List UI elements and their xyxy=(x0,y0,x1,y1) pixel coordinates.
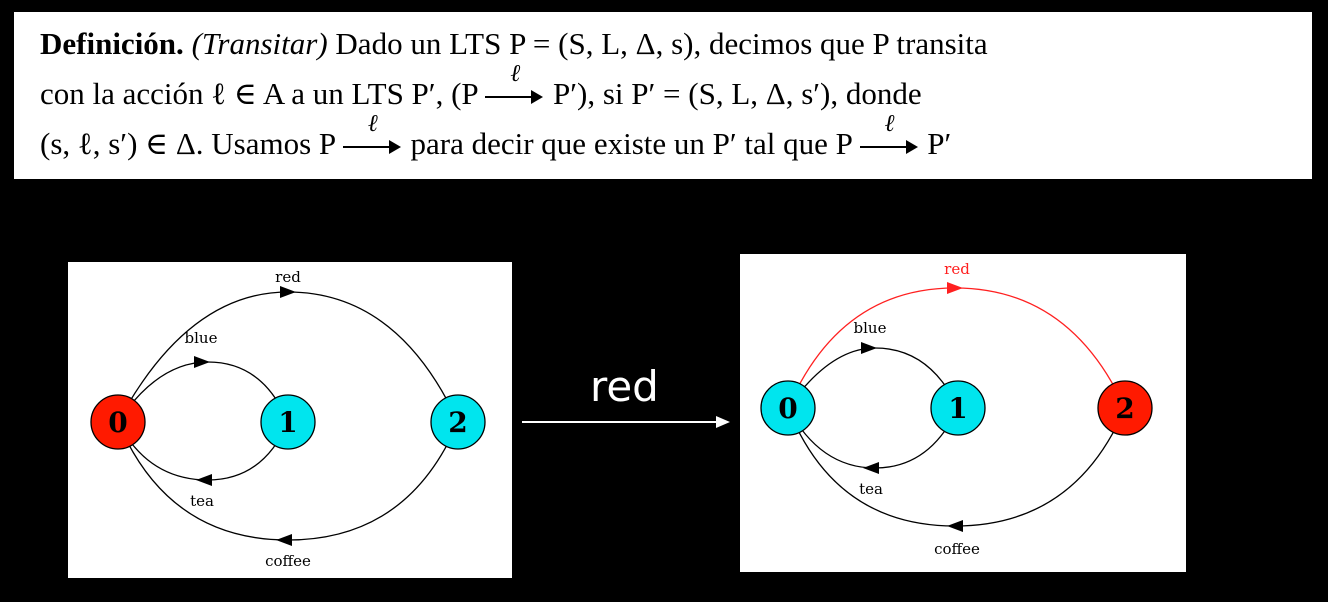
state-1 xyxy=(260,394,316,450)
state-0 xyxy=(760,380,816,436)
state-2 xyxy=(430,394,486,450)
definition-term: (Transitar) xyxy=(191,26,328,61)
transition-arrow-symbol: ℓ xyxy=(342,111,403,157)
state-1-label: 1 xyxy=(948,392,967,425)
definition-line-1: Definición. (Transitar) Dado un LTS P = … xyxy=(40,26,988,62)
state-2-label: 2 xyxy=(448,406,467,439)
definition-line-3: (s, ℓ, s′) ∈ Δ. Usamos P ℓ para decir qu… xyxy=(40,111,952,162)
edge-blue-arrowhead xyxy=(194,356,210,368)
edge-coffee-label: coffee xyxy=(934,540,980,558)
definition-line3-c: P′ xyxy=(927,126,952,161)
definition-line-2: con la acción ℓ ∈ A a un LTS P′, (P ℓ P′… xyxy=(40,61,922,112)
definition-line3-a: (s, ℓ, s′) ∈ Δ. Usamos P xyxy=(40,126,336,161)
state-0-label: 0 xyxy=(778,392,797,425)
edge-tea-label: tea xyxy=(190,492,214,510)
lts-diagram-after: red blue tea coffee 0 1 2 xyxy=(740,254,1186,572)
edge-coffee-arrowhead xyxy=(947,520,963,532)
lts-diagram-before: red blue tea coffee 0 1 2 xyxy=(68,262,512,578)
definition-line3-b: para decir que existe un P′ tal que P xyxy=(410,126,852,161)
edge-coffee-label: coffee xyxy=(265,552,311,570)
edge-tea-arrowhead xyxy=(863,462,879,474)
state-1-label: 1 xyxy=(278,406,297,439)
transition-arrow-symbol: ℓ xyxy=(859,111,920,157)
edge-tea-arrowhead xyxy=(196,474,212,486)
definition-line2-b: P′), si P′ = (S, L, Δ, s′), donde xyxy=(553,76,922,111)
edge-red-arrowhead xyxy=(947,282,963,294)
edge-red-arrowhead xyxy=(280,286,296,298)
lts-graph-before: red blue tea coffee 0 1 2 xyxy=(90,268,486,570)
edge-blue-label: blue xyxy=(185,329,218,347)
state-1 xyxy=(930,380,986,436)
definition-title: Definición. xyxy=(40,26,184,61)
state-2-label: 2 xyxy=(1115,392,1134,425)
edge-blue-label: blue xyxy=(854,319,887,337)
state-0-label: 0 xyxy=(108,406,127,439)
transition-action-label: red xyxy=(590,362,659,411)
arrow-label: ℓ xyxy=(510,60,521,87)
state-2 xyxy=(1097,380,1153,436)
definition-box: Definición. (Transitar) Dado un LTS P = … xyxy=(14,12,1312,179)
definition-line1-text: Dado un LTS P = (S, L, Δ, s), decimos qu… xyxy=(335,26,988,61)
arrow-label: ℓ xyxy=(884,110,895,137)
arrow-label: ℓ xyxy=(367,110,378,137)
edge-tea-label: tea xyxy=(859,480,883,498)
definition-line2-a: con la acción ℓ ∈ A a un LTS P′, (P xyxy=(40,76,478,111)
edge-red-label: red xyxy=(275,268,301,286)
transition-arrow-symbol: ℓ xyxy=(485,61,545,107)
edge-red-label: red xyxy=(944,260,970,278)
lts-graph-after: red blue tea coffee 0 1 2 xyxy=(760,260,1153,558)
edge-coffee-arrowhead xyxy=(276,534,292,546)
edge-blue-arrowhead xyxy=(861,342,877,354)
state-0 xyxy=(90,394,146,450)
transition-arrow xyxy=(522,416,730,428)
